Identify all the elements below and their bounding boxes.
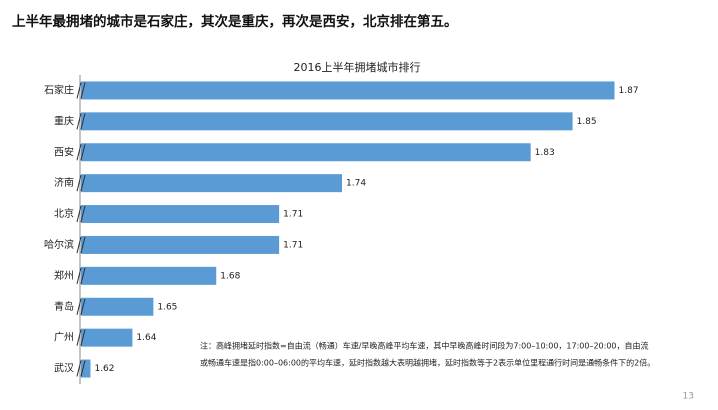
bar [81, 359, 91, 378]
y-tick-label: 北京 [54, 207, 74, 220]
bar [81, 266, 217, 285]
axis-break [76, 175, 82, 192]
value-label: 1.87 [619, 86, 639, 96]
value-label: 1.62 [94, 364, 114, 374]
y-tick-label: 广州 [54, 332, 74, 344]
bar [81, 297, 154, 316]
axis-break [76, 329, 82, 346]
axis-break [76, 236, 82, 254]
axis-break [76, 298, 82, 315]
axis-break [80, 360, 86, 377]
value-label: 1.71 [283, 240, 303, 250]
y-tick-label: 郑州 [54, 269, 74, 282]
y-tick-label: 济南 [54, 176, 74, 189]
note-line: 或畅通车速是指0:00–06:00的平均车速，延时指数越大表明越拥堵，延时指数等… [200, 358, 655, 368]
axis-break [76, 82, 82, 99]
y-tick-label: 西安 [54, 145, 74, 158]
heading: 上半年最拥堵的城市是石家庄，其次是重庆，再次是西安，北京排在第五。 [12, 13, 458, 30]
axis-break [76, 113, 82, 130]
page-number: 13 [683, 392, 694, 402]
axis-break [80, 144, 86, 161]
bar [81, 81, 615, 100]
value-label: 1.65 [157, 302, 177, 312]
axis-break [80, 113, 86, 130]
bar [81, 205, 280, 224]
axis-break [80, 82, 86, 99]
value-label: 1.64 [136, 333, 156, 343]
y-tick-label: 石家庄 [44, 83, 74, 96]
bar [81, 174, 343, 193]
chart-title: 2016上半年拥堵城市排行 [294, 60, 421, 74]
axis-break [80, 267, 86, 284]
value-label: 1.85 [577, 117, 597, 127]
value-label: 1.71 [283, 210, 303, 220]
axis-break [76, 267, 82, 284]
y-tick-label: 青岛 [54, 300, 74, 313]
axis-break [76, 360, 82, 377]
value-label: 1.83 [535, 148, 555, 158]
y-tick-label: 哈尔滨 [44, 238, 74, 251]
bar [81, 143, 531, 162]
axis-break [80, 236, 86, 254]
value-label: 1.68 [220, 271, 240, 281]
y-tick-label: 武汉 [54, 362, 74, 375]
axis-break [76, 205, 82, 223]
y-tick-label: 重庆 [54, 114, 74, 127]
bar [81, 328, 133, 347]
axis-break [76, 144, 82, 161]
bar [81, 235, 280, 254]
axis-break [80, 175, 86, 192]
axis-break [80, 298, 86, 315]
bar [81, 112, 573, 131]
value-label: 1.74 [346, 179, 366, 189]
axis-break [80, 205, 86, 223]
note-line: 注：高峰拥堵延时指数=自由流（畅通）车速/早晚高峰平均车速，其中早晚高峰时间段为… [200, 341, 649, 351]
axis-break [80, 329, 86, 346]
